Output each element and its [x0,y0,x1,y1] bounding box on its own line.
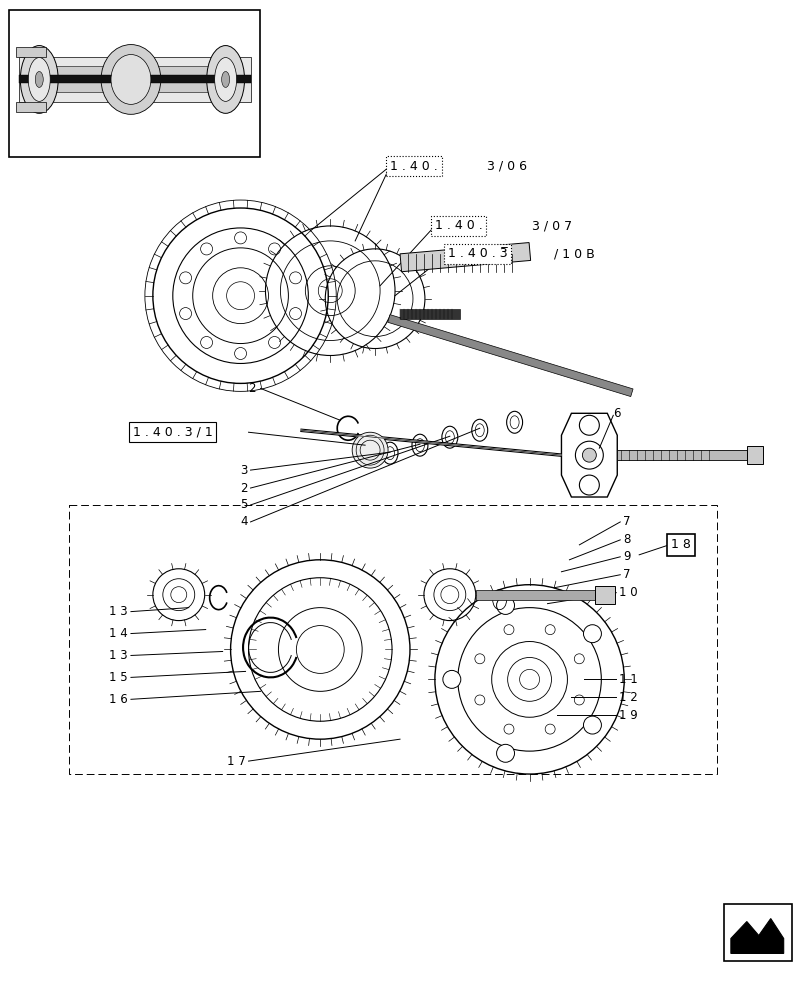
Text: 2: 2 [241,482,248,495]
Text: 1 0: 1 0 [619,586,638,599]
Circle shape [520,669,540,689]
Text: 1 8: 1 8 [671,538,691,551]
Text: 1 . 4 0 . 3 / 1: 1 . 4 0 . 3 / 1 [133,426,213,439]
Text: 4: 4 [241,515,248,528]
Text: 1 4: 1 4 [109,627,128,640]
Circle shape [504,724,514,734]
Ellipse shape [36,71,44,87]
Bar [400,243,531,272]
Text: 2: 2 [249,382,256,395]
Circle shape [545,724,555,734]
Text: 7: 7 [623,568,631,581]
Circle shape [497,596,515,614]
Circle shape [352,432,388,468]
Text: 1 3: 1 3 [109,605,128,618]
Text: 1 3: 1 3 [109,649,128,662]
Text: 5: 5 [241,498,248,511]
Text: 3 / 0 6: 3 / 0 6 [482,160,527,173]
Circle shape [545,625,555,635]
Circle shape [475,695,485,705]
Text: 1 9: 1 9 [619,709,638,722]
Text: 1 . 4 0 .: 1 . 4 0 . [390,160,438,173]
Bar [724,904,792,961]
Bar [400,309,460,319]
Circle shape [497,744,515,762]
Ellipse shape [111,55,151,104]
Bar [388,315,633,397]
Ellipse shape [207,46,245,113]
Circle shape [583,716,601,734]
Text: 1 1: 1 1 [619,673,638,686]
Bar [595,586,615,604]
Bar [16,102,46,112]
Circle shape [579,475,600,495]
Bar [57,66,131,92]
Circle shape [579,415,600,435]
Bar [19,57,250,102]
Text: 1 2: 1 2 [619,691,638,704]
Text: 1 . 4 0 .: 1 . 4 0 . [435,219,482,232]
Ellipse shape [221,71,229,87]
Text: / 1 0 B: / 1 0 B [550,247,595,260]
Text: 9: 9 [623,550,631,563]
Bar [19,75,250,83]
Bar [747,446,763,464]
Bar [156,66,211,92]
Text: 3: 3 [241,464,248,477]
Text: 8: 8 [623,533,630,546]
Text: 6: 6 [613,407,621,420]
Ellipse shape [28,58,50,101]
Ellipse shape [20,46,58,113]
Bar [16,47,46,57]
Circle shape [475,654,485,664]
Ellipse shape [101,45,161,114]
Circle shape [443,670,461,688]
Bar [617,450,747,460]
Text: 1 7: 1 7 [226,755,246,768]
Circle shape [574,654,584,664]
Text: 1 5: 1 5 [109,671,128,684]
Ellipse shape [215,58,237,101]
Text: 3 / 0 7: 3 / 0 7 [528,219,572,232]
Bar [10,10,260,157]
Circle shape [504,625,514,635]
Polygon shape [731,919,784,953]
Circle shape [583,625,601,643]
Circle shape [583,448,596,462]
Bar [476,590,595,600]
Text: 1 . 4 0 . 3̅: 1 . 4 0 . 3̅ [448,247,507,260]
Bar [69,505,717,774]
Circle shape [574,695,584,705]
Text: 1 6: 1 6 [109,693,128,706]
Text: 7: 7 [623,515,631,528]
